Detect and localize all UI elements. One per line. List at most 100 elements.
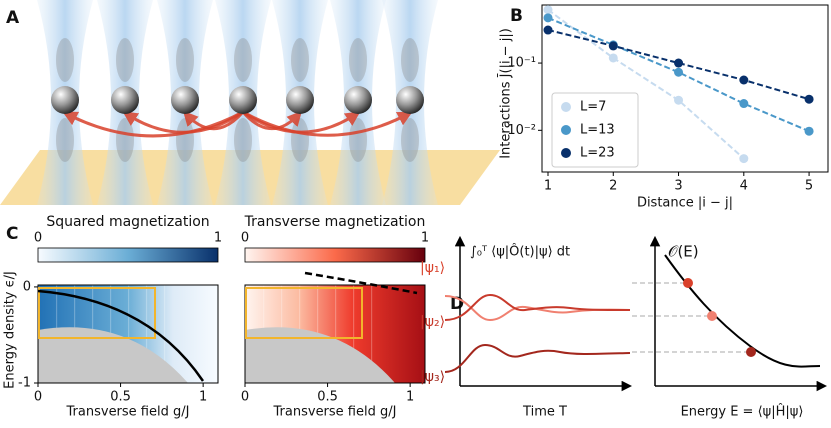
colorbar-label: 1: [421, 231, 429, 246]
shadow: [401, 38, 419, 82]
x-tick-label: 0: [34, 390, 42, 405]
point: [804, 94, 814, 104]
shadow: [349, 38, 367, 82]
curve: [664, 254, 821, 368]
colorbar: [37, 247, 219, 263]
x-label: Time T: [522, 405, 567, 420]
y-label: Interactions J̄(|i − j|): [498, 28, 513, 159]
colorbar: [244, 247, 426, 263]
fit-line: [547, 8, 745, 160]
interaction-arrow: [242, 110, 413, 137]
guide-lines: [632, 282, 751, 353]
formula: ∫₀ᵀ ⟨ψ|Ô(t)|ψ⟩ dt: [470, 244, 570, 260]
legend-marker: [561, 148, 571, 158]
x-tick-label: 4: [740, 179, 748, 194]
dot: [746, 347, 756, 357]
x-tick-label: 0.5: [110, 390, 131, 405]
ion: [344, 86, 372, 114]
ion: [396, 86, 424, 114]
ion: [171, 86, 199, 114]
point: [543, 25, 553, 35]
x-label: Distance |i − j|: [637, 196, 733, 211]
highlight-box: [245, 287, 363, 339]
y-tick-label: 0: [23, 279, 31, 294]
phase-boundary: [304, 271, 418, 295]
x-tick-label: 1: [544, 179, 552, 194]
interaction-arrow: [122, 110, 244, 134]
interaction-arrow: [62, 110, 244, 138]
forbidden-region: [38, 327, 188, 383]
legend-label: L=13: [580, 123, 615, 138]
shadow: [234, 38, 252, 82]
fit-line: [547, 16, 810, 133]
y-tick-label: 10⁻²: [507, 123, 536, 138]
observable: 𝒪(E): [668, 243, 699, 261]
point: [674, 67, 684, 77]
ion: [229, 86, 257, 114]
point: [608, 41, 618, 51]
shadow: [401, 118, 419, 162]
phase-boundary: [37, 289, 205, 382]
ion: [111, 86, 139, 114]
point: [804, 126, 814, 136]
panel-label: C: [6, 224, 18, 244]
state-label: |ψ₁⟩: [420, 260, 445, 276]
trace: [444, 293, 631, 321]
heatmap-strip: [128, 285, 130, 383]
colorbar-label: 0: [34, 231, 42, 246]
x-tick-label: 0: [241, 390, 249, 405]
point: [608, 53, 618, 63]
dot: [683, 278, 693, 288]
panel-label: B: [510, 6, 523, 26]
legend-label: L=7: [580, 100, 606, 115]
point: [543, 13, 553, 23]
panel-c: Squared magnetization 0 1 0 0.5 1 Transverse f…: [3, 214, 430, 420]
shadow: [291, 118, 309, 162]
shadow: [234, 118, 252, 162]
panel-title: Transverse magnetization: [244, 214, 426, 230]
shadow: [291, 38, 309, 82]
x-label: Energy E = ⟨ψ|Ĥ|ψ⟩: [681, 404, 804, 420]
forbidden-region: [245, 327, 395, 383]
y-tick-label: -1: [18, 376, 31, 391]
heatmap-strip: [371, 285, 373, 383]
legend-label: L=23: [580, 146, 615, 161]
panel-label: A: [6, 8, 20, 28]
trace: [444, 295, 631, 322]
legend-box: [551, 92, 639, 168]
dot: [707, 311, 717, 321]
shadow: [116, 118, 134, 162]
shadow: [56, 118, 74, 162]
y-label: Energy density ϵ/J: [3, 271, 18, 389]
y-tick-label: 10⁻¹: [507, 56, 536, 71]
plot-frame: [541, 4, 829, 173]
x-tick-label: 1: [199, 390, 207, 405]
legend-marker: [561, 102, 571, 112]
panel-d: ∫₀ᵀ ⟨ψ|Ô(t)|ψ⟩ dt 𝒪(E) |ψ₁⟩ |ψ₂⟩ |ψ₃⟩ Ti…: [420, 235, 828, 420]
point: [739, 154, 749, 164]
state-label: |ψ₃⟩: [420, 369, 445, 385]
x-tick-label: 5: [805, 179, 813, 194]
panel-a-illustration: [0, 0, 500, 205]
point: [543, 5, 553, 15]
panel-title: Squared magnetization: [46, 214, 209, 230]
colorbar-label: 0: [241, 231, 249, 246]
point: [739, 99, 749, 109]
x-tick-label: 0.5: [317, 390, 338, 405]
highlight-box: [38, 287, 156, 339]
legend-marker: [561, 125, 571, 135]
heatmap-strip: [164, 285, 166, 383]
ion: [51, 86, 79, 114]
trace: [444, 343, 631, 373]
shadow: [349, 118, 367, 162]
heatmap-strip: [146, 285, 148, 383]
shadow: [176, 38, 194, 82]
point: [674, 58, 684, 68]
x-tick-label: 3: [674, 179, 682, 194]
state-label: |ψ₂⟩: [420, 314, 445, 330]
x-tick-label: 2: [609, 179, 617, 194]
panel-b: 1 2 3 4 5 10⁻² 10⁻¹ Distance |i − j| Interaction…: [498, 4, 829, 211]
x-label: Transverse field g/J: [66, 405, 190, 420]
interaction-arrow: [182, 110, 245, 131]
